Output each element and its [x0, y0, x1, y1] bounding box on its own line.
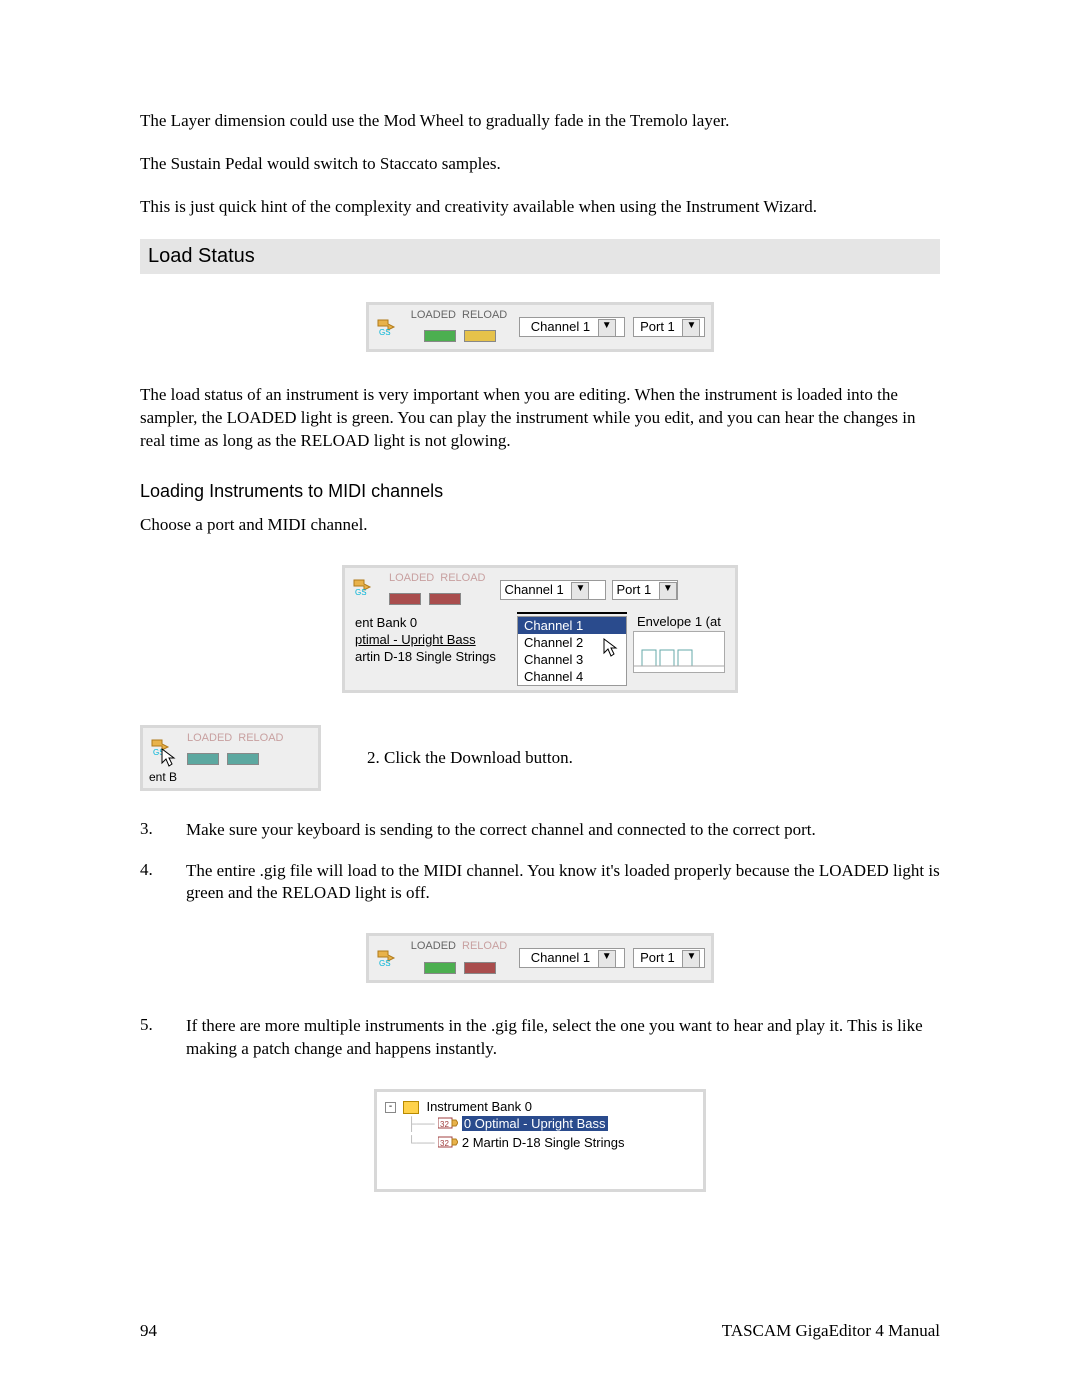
page-number: 94 — [140, 1321, 157, 1341]
loaded-label: LOADED — [389, 572, 434, 584]
reload-led — [464, 962, 496, 974]
port-dropdown[interactable]: Port 1 ▼ — [633, 948, 705, 968]
port-dropdown[interactable]: Port 1 ▼ — [612, 580, 678, 600]
channel-dropdown-list[interactable]: Channel 1 Channel 2 Channel 3 Channel 4 — [517, 616, 627, 686]
envelope-graph — [633, 631, 725, 673]
chevron-down-icon[interactable]: ▼ — [598, 950, 616, 968]
intro-p3: This is just quick hint of the complexit… — [140, 196, 940, 219]
dropdown-option[interactable]: Channel 2 — [518, 634, 626, 651]
step-5: If there are more multiple instruments i… — [186, 1015, 940, 1061]
instrument-icon: 32 — [438, 1116, 458, 1133]
choose-port-text: Choose a port and MIDI channel. — [140, 514, 940, 537]
channel-dropdown[interactable]: Channel 1 ▼ — [519, 948, 625, 968]
download-icon[interactable]: GS — [351, 576, 377, 603]
tree-item[interactable]: 2 Martin D-18 Single Strings — [462, 1135, 625, 1150]
collapse-icon[interactable]: - — [385, 1102, 396, 1113]
step-3: Make sure your keyboard is sending to th… — [186, 819, 940, 842]
list-item[interactable]: ptimal - Upright Bass — [353, 631, 509, 648]
step-number: 5. — [140, 1015, 186, 1035]
chevron-down-icon[interactable]: ▼ — [659, 582, 677, 600]
loaded-led — [187, 753, 219, 765]
reload-label: RELOAD — [238, 732, 283, 744]
chevron-down-icon[interactable]: ▼ — [598, 319, 616, 337]
toolbar: GS LOADED RELOAD Channel 1 ▼ Port 1 ▼ — [366, 302, 715, 352]
loaded-label: LOADED — [411, 940, 456, 952]
reload-label: RELOAD — [462, 309, 507, 321]
loaded-led — [424, 962, 456, 974]
loaded-label: LOADED — [187, 732, 232, 744]
download-icon[interactable]: GS — [375, 947, 401, 969]
dropdown-option[interactable]: Channel 3 — [518, 651, 626, 668]
footer-title: TASCAM GigaEditor 4 Manual — [722, 1321, 940, 1341]
figure-instrument-tree: - Instrument Bank 0 ├── 32 0 Optimal - U… — [140, 1089, 940, 1192]
svg-text:32: 32 — [440, 1120, 449, 1129]
reload-label: RELOAD — [462, 940, 507, 952]
chevron-down-icon[interactable]: ▼ — [682, 950, 700, 968]
figure-toolbar-1: GS LOADED RELOAD Channel 1 ▼ Port 1 ▼ — [140, 302, 940, 352]
download-icon[interactable]: GS — [375, 316, 401, 338]
svg-text:GS: GS — [379, 959, 391, 968]
chevron-down-icon[interactable]: ▼ — [571, 582, 589, 600]
step-2: 2. Click the Download button. — [367, 748, 573, 768]
svg-text:GS: GS — [153, 748, 165, 757]
intro-p2: The Sustain Pedal would switch to Stacca… — [140, 153, 940, 176]
figure-download-button: GS LOADED RELOAD ent B — [140, 725, 321, 791]
port-dropdown[interactable]: Port 1 ▼ — [633, 317, 705, 337]
intro-p1: The Layer dimension could use the Mod Wh… — [140, 110, 940, 133]
tree-root[interactable]: Instrument Bank 0 — [426, 1099, 532, 1114]
step-number: 4. — [140, 860, 186, 880]
dropdown-option[interactable]: Channel 4 — [518, 668, 626, 685]
reload-led — [227, 753, 259, 765]
envelope-label: Envelope 1 (at — [633, 612, 729, 631]
chevron-down-icon[interactable]: ▼ — [682, 319, 700, 337]
heading-load-status: Load Status — [140, 239, 940, 274]
figure-toolbar-loaded: GS LOADED RELOAD Channel 1 ▼ Port 1 ▼ — [140, 933, 940, 983]
load-status-paragraph: The load status of an instrument is very… — [140, 384, 940, 453]
svg-text:GS: GS — [379, 328, 391, 337]
step-4: The entire .gig file will load to the MI… — [186, 860, 940, 906]
list-item[interactable]: artin D-18 Single Strings — [353, 648, 509, 665]
svg-text:32: 32 — [440, 1139, 449, 1148]
loaded-led — [424, 330, 456, 342]
figure-channel-panel: GS LOADED RELOAD Channel 1 ▼ — [140, 565, 940, 693]
reload-led — [464, 330, 496, 342]
reload-label: RELOAD — [440, 572, 485, 584]
svg-text:GS: GS — [355, 588, 367, 597]
subheading-loading-midi: Loading Instruments to MIDI channels — [140, 481, 940, 502]
list-item[interactable]: ent Bank 0 — [353, 614, 509, 631]
channel-dropdown[interactable]: Channel 1 ▼ — [500, 580, 606, 600]
toolbar: GS LOADED RELOAD Channel 1 ▼ Port 1 ▼ — [366, 933, 715, 983]
loaded-led — [389, 593, 421, 605]
channel-dropdown[interactable]: Channel 1 ▼ — [519, 317, 625, 337]
dropdown-option[interactable]: Channel 1 — [518, 617, 626, 634]
step-number: 3. — [140, 819, 186, 839]
download-icon[interactable]: GS — [149, 736, 175, 763]
instrument-icon: 32 — [438, 1135, 458, 1152]
loaded-label: LOADED — [411, 309, 456, 321]
folder-icon — [403, 1101, 419, 1114]
tree-item-selected[interactable]: 0 Optimal - Upright Bass — [462, 1116, 608, 1131]
reload-led — [429, 593, 461, 605]
